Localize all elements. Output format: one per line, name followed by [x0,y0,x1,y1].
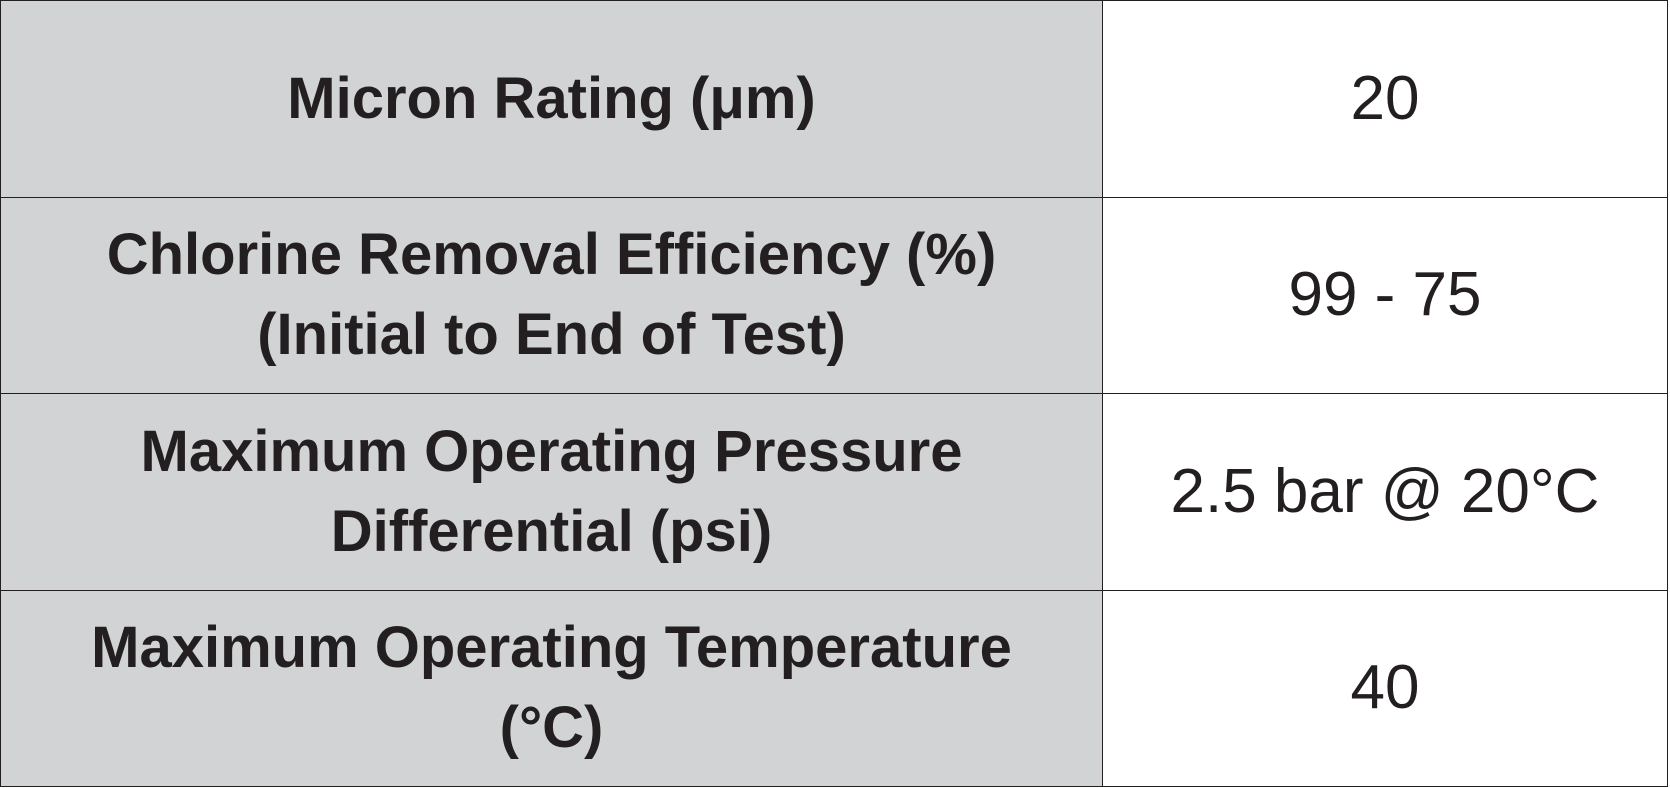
spec-label-cell: Maximum Operating Temperature (°C) [0,589,1103,787]
spec-value: 40 [1350,653,1420,723]
spec-label-cell: Maximum Operating Pressure Differential … [0,393,1103,591]
spec-label-line: Chlorine Removal Efficiency (%) [106,222,997,288]
spec-label-cell: Micron Rating (μm) [0,0,1103,198]
table-row: Chlorine Removal Efficiency (%) (Initial… [0,196,1668,394]
spec-label-cell: Chlorine Removal Efficiency (%) (Initial… [0,196,1103,394]
spec-value: 20 [1350,63,1420,133]
table-row: Maximum Operating Temperature (°C) 40 [0,589,1668,787]
spec-label-line: (Initial to End of Test) [257,302,846,368]
spec-value-cell: 40 [1102,589,1668,787]
spec-label-line: (°C) [499,695,604,761]
spec-label-line: Micron Rating (μm) [287,65,816,131]
spec-value: 2.5 bar @ 20°C [1170,456,1600,526]
spec-value-cell: 2.5 bar @ 20°C [1102,393,1668,591]
spec-value: 99 - 75 [1288,260,1482,330]
table-row: Micron Rating (μm) 20 [0,0,1668,198]
table-row: Maximum Operating Pressure Differential … [0,393,1668,591]
spec-value-cell: 99 - 75 [1102,196,1668,394]
spec-label-line: Maximum Operating Pressure [140,418,963,484]
spec-value-cell: 20 [1102,0,1668,198]
spec-label-line: Maximum Operating Temperature [91,615,1012,681]
spec-label-line: Differential (psi) [330,498,773,564]
